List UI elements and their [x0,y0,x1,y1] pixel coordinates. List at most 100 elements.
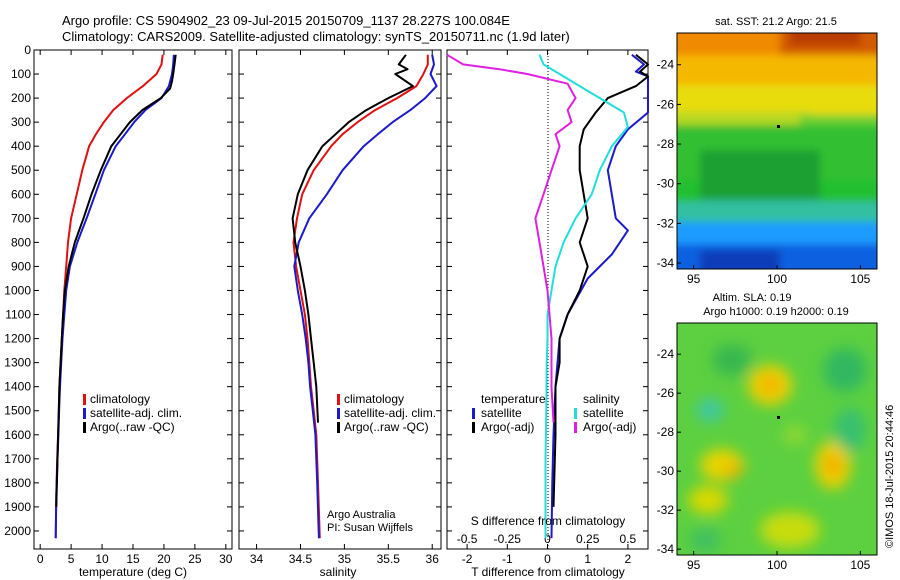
y-tick-label: 1000 [4,283,31,297]
x-tick-label: 25 [188,552,202,566]
salinity-xlabel: salinity [320,565,357,579]
legend-label-argo: Argo(..raw -QC) [90,420,175,434]
series-line-0 [54,54,164,539]
legend-label-t-argo: Argo(-adj) [481,420,534,434]
y-tick-label: 400 [11,139,31,153]
map-y-tick-label: -34 [657,542,675,556]
map-x-tick-label: 95 [687,272,701,286]
s-diff-tick-label: -0.25 [494,532,522,546]
map-y-tick-label: -30 [657,464,675,478]
series-line-1 [54,54,175,539]
series-line-2 [291,54,414,423]
x-tick-label: 20 [157,552,171,566]
legend-label-argo: Argo(..raw -QC) [344,420,429,434]
credit-line2: PI: Susan Wijffels [327,522,413,534]
temperature-xlabel: temperature (deg C) [79,565,187,579]
difference-panel: -2 -1 0 1 2 -0.5 -0.25 0 0.25 0.5 temperature sal… [446,49,649,579]
sla-heatmap [677,323,877,555]
y-tick-label: 100 [11,67,31,81]
map-y-tick-label: -28 [657,137,675,151]
legend-label-climatology: climatology [344,392,404,406]
legend-marker-climatology [337,394,340,405]
x-tick-label: 0 [544,552,551,566]
salinity-axes-frame [238,49,442,550]
y-tick-label: 200 [11,91,31,105]
map-y-tick-label: -32 [657,216,675,230]
figure-title-line1: Argo profile: CS 5904902_23 09-Jul-2015 … [62,13,510,28]
y-tick-label: 1900 [4,500,31,514]
map-y-tick-label: -30 [657,177,675,191]
series-line-2 [55,54,177,507]
x-tick-label: 35.5 [377,552,401,566]
x-tick-label: 30 [219,552,233,566]
y-tick-label: 1300 [4,356,31,370]
temperature-legend: climatology satellite-adj. clim. Argo(..… [83,392,182,434]
y-tick-label: 300 [11,115,31,129]
sla-map-panel: Altim. SLA: 0.19 Argo h1000: 0.19 h2000:… [657,292,878,572]
map-y-tick-label: -26 [657,97,675,111]
sst-heatmap [677,33,877,269]
x-tick-label: 15 [126,552,140,566]
s-difference-label: S difference from climatology [471,514,626,528]
sla-map-title-line1: Altim. SLA: 0.19 [713,292,792,304]
legend-marker-s-satellite [574,408,577,419]
legend-label-climatology: climatology [90,392,150,406]
y-tick-label: 700 [11,211,31,225]
s-diff-tick-label: 0.25 [576,532,600,546]
x-tick-label: 2 [625,552,632,566]
y-tick-label: 1500 [4,404,31,418]
legend-title-salinity: salinity [583,392,620,406]
legend-marker-argo [83,422,86,433]
y-tick-label: 500 [11,163,31,177]
difference-legend: temperature salinity satellite Argo(-adj… [472,392,636,434]
figure-title-line2: Climatology: CARS2009. Satellite-adjuste… [62,29,570,44]
x-tick-label: 34 [250,552,264,566]
y-tick-label: 1200 [4,332,31,346]
x-tick-label: 36 [426,552,440,566]
legend-marker-argo [337,422,340,433]
map-y-tick-label: -34 [657,256,675,270]
map-y-tick-label: -24 [657,58,675,72]
y-tick-label: 1700 [4,452,31,466]
x-tick-label: 34.5 [289,552,313,566]
salinity-legend: climatology satellite-adj. clim. Argo(..… [337,392,436,434]
legend-marker-t-argo [472,422,475,433]
series-line-0 [550,54,649,539]
legend-marker-t-satellite [472,408,475,419]
y-tick-label: 1600 [4,428,31,442]
series-line-0 [292,54,429,539]
legend-label-s-argo: Argo(-adj) [583,420,636,434]
sst-map-title: sat. SST: 21.2 Argo: 21.5 [715,16,837,28]
x-tick-label: -2 [462,552,473,566]
x-tick-label: 35 [338,552,352,566]
map-y-tick-label: -26 [657,386,675,400]
map-y-tick-label: -24 [657,347,675,361]
map-x-tick-label: 105 [850,558,870,572]
x-tick-label: 5 [68,552,75,566]
legend-label-t-satellite: satellite [481,406,522,420]
legend-marker-satellite-adj [337,408,340,419]
imos-watermark: ©IMOS 18-Jul-2015 20:44:46 [884,405,896,548]
map-y-tick-label: -28 [657,425,675,439]
y-tick-label: 1800 [4,476,31,490]
map-x-tick-label: 105 [850,272,870,286]
salinity-panel: 34 34.5 35 35.5 36 climatology satellite-adj… [238,49,442,579]
argo-float-marker [777,125,780,128]
s-diff-tick-label: 0 [544,532,551,546]
x-tick-label: -1 [502,552,513,566]
credit-line1: Argo Australia [327,509,396,521]
y-tick-label: 900 [11,259,31,273]
s-diff-tick-label: -0.5 [457,532,478,546]
legend-label-s-satellite: satellite [583,406,624,420]
y-tick-label: 1100 [5,308,31,322]
series-line-2 [538,54,629,539]
legend-label-satellite-adj: satellite-adj. clim. [90,406,182,420]
legend-marker-s-argo [574,422,577,433]
legend-marker-climatology [83,394,86,405]
map-x-tick-label: 100 [767,272,787,286]
x-tick-label: 1 [584,552,591,566]
sst-map-panel: sat. SST: 21.2 Argo: 21.5 95 100 105- [657,16,878,286]
s-diff-tick-label: 0.5 [620,532,637,546]
map-x-tick-label: 95 [687,558,701,572]
x-tick-label: 0 [37,552,44,566]
